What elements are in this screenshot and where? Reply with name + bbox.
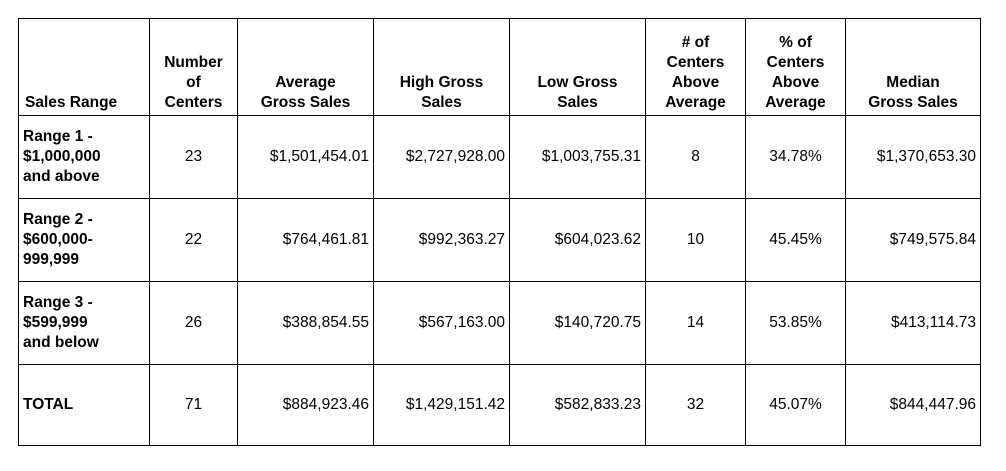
range-label-line: Range 3 -: [23, 294, 93, 311]
median-gross-sales-cell: $844,447.96: [845, 364, 981, 446]
header-line: Average: [665, 94, 726, 111]
table-row: Range 2 - $600,000- 999,999 22 $764,461.…: [18, 198, 981, 282]
median-gross-sales-cell: $1,370,653.30: [845, 115, 981, 199]
pct-above-average-cell: 45.45%: [745, 198, 846, 282]
sales-range-table: Sales Range Number of Centers Average Gr…: [18, 18, 981, 446]
pct-above-average-cell: 45.07%: [745, 364, 846, 446]
header-low-gross-sales: Low Gross Sales: [509, 18, 646, 116]
header-line: Median: [886, 74, 940, 91]
header-line: Average: [275, 74, 336, 91]
header-high-gross-sales: High Gross Sales: [373, 18, 510, 116]
header-number-of-centers: Number of Centers: [149, 18, 238, 116]
low-gross-sales-cell: $582,833.23: [509, 364, 646, 446]
range-label-cell: Range 3 - $599,999 and below: [18, 281, 150, 365]
pct-above-average-cell: 53.85%: [745, 281, 846, 365]
header-average-gross-sales: Average Gross Sales: [237, 18, 374, 116]
centers-above-average-cell: 14: [645, 281, 746, 365]
low-gross-sales-cell: $1,003,755.31: [509, 115, 646, 199]
total-label: TOTAL: [23, 396, 74, 413]
total-label-cell: TOTAL: [18, 364, 150, 446]
total-row: TOTAL 71 $884,923.46 $1,429,151.42 $582,…: [18, 364, 981, 446]
low-gross-sales-cell: $140,720.75: [509, 281, 646, 365]
table-row: Range 1 - $1,000,000 and above 23 $1,501…: [18, 115, 981, 199]
number-of-centers-cell: 23: [149, 115, 238, 199]
header-line: Sales: [557, 94, 598, 111]
average-gross-sales-cell: $884,923.46: [237, 364, 374, 446]
high-gross-sales-cell: $2,727,928.00: [373, 115, 510, 199]
range-label-line: and above: [23, 168, 100, 185]
pct-above-average-cell: 34.78%: [745, 115, 846, 199]
header-line: Gross Sales: [868, 94, 958, 111]
header-line: % of: [779, 34, 812, 51]
high-gross-sales-cell: $992,363.27: [373, 198, 510, 282]
header-sales-range-text: Sales Range: [25, 94, 118, 111]
header-sales-range: Sales Range: [18, 18, 150, 116]
header-line: Number: [164, 54, 223, 71]
average-gross-sales-cell: $1,501,454.01: [237, 115, 374, 199]
range-label-line: $600,000-: [23, 231, 93, 248]
range-label-line: $1,000,000: [23, 148, 101, 165]
range-label-line: Range 2 -: [23, 211, 93, 228]
range-label-line: Range 1 -: [23, 128, 93, 145]
number-of-centers-cell: 71: [149, 364, 238, 446]
header-row: Sales Range Number of Centers Average Gr…: [18, 18, 981, 116]
header-line: Centers: [766, 54, 825, 71]
header-line: High Gross: [399, 74, 484, 91]
header-line: Centers: [164, 94, 223, 111]
header-line: Gross Sales: [260, 94, 351, 111]
median-gross-sales-cell: $413,114.73: [845, 281, 981, 365]
range-label-line: 999,999: [23, 251, 80, 268]
range-label-cell: Range 2 - $600,000- 999,999: [18, 198, 150, 282]
number-of-centers-cell: 22: [149, 198, 238, 282]
table-row: Range 3 - $599,999 and below 26 $388,854…: [18, 281, 981, 365]
range-label-cell: Range 1 - $1,000,000 and above: [18, 115, 150, 199]
centers-above-average-cell: 32: [645, 364, 746, 446]
centers-above-average-cell: 8: [645, 115, 746, 199]
low-gross-sales-cell: $604,023.62: [509, 198, 646, 282]
header-pct-above-average: % of Centers Above Average: [745, 18, 846, 116]
range-label-line: and below: [23, 334, 99, 351]
high-gross-sales-cell: $567,163.00: [373, 281, 510, 365]
average-gross-sales-cell: $764,461.81: [237, 198, 374, 282]
centers-above-average-cell: 10: [645, 198, 746, 282]
high-gross-sales-cell: $1,429,151.42: [373, 364, 510, 446]
header-line: of: [186, 74, 201, 91]
header-line: Above: [671, 74, 720, 91]
header-line: Low Gross: [537, 74, 618, 91]
header-line: Above: [771, 74, 820, 91]
average-gross-sales-cell: $388,854.55: [237, 281, 374, 365]
header-median-gross-sales: Median Gross Sales: [845, 18, 981, 116]
number-of-centers-cell: 26: [149, 281, 238, 365]
header-num-above-average: # of Centers Above Average: [645, 18, 746, 116]
header-line: Average: [765, 94, 826, 111]
header-line: Centers: [666, 54, 725, 71]
median-gross-sales-cell: $749,575.84: [845, 198, 981, 282]
range-label-line: $599,999: [23, 314, 88, 331]
header-line: Sales: [421, 94, 462, 111]
header-line: # of: [681, 34, 710, 51]
